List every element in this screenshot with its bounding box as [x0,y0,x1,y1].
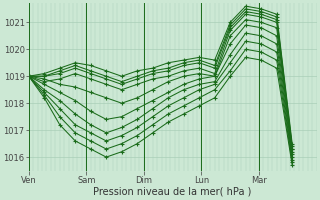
X-axis label: Pression niveau de la mer( hPa ): Pression niveau de la mer( hPa ) [93,187,252,197]
